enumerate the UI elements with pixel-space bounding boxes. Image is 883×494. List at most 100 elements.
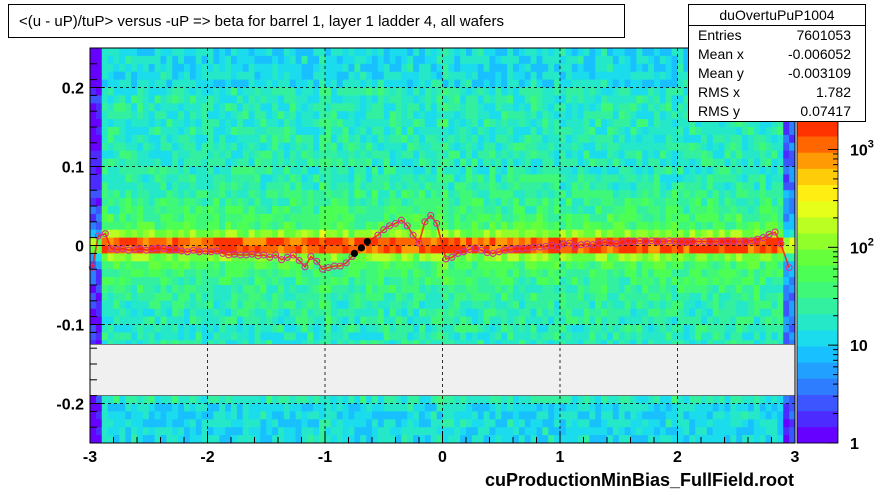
heatmap-cell [219, 316, 226, 325]
heatmap-cell [554, 300, 561, 310]
heatmap-cell [554, 411, 561, 420]
heatmap-cell [377, 332, 385, 341]
heatmap-cell [372, 435, 379, 444]
heatmap-cell [377, 48, 385, 57]
heatmap-cell [101, 292, 109, 302]
heatmap-cell [325, 119, 332, 128]
heatmap-cell [366, 285, 373, 294]
heatmap-cell [113, 253, 120, 262]
heatmap-cell [454, 403, 461, 412]
heatmap-cell [154, 206, 161, 215]
heatmap-cell [325, 95, 332, 104]
heatmap-cell [665, 142, 673, 152]
heatmap-cell [554, 190, 561, 199]
heatmap-cell [101, 134, 109, 144]
heatmap-cell [419, 103, 426, 112]
heatmap-cell [154, 277, 161, 286]
heatmap-cell [213, 134, 220, 144]
heatmap-cell [354, 277, 361, 286]
heatmap-cell [530, 206, 537, 215]
heatmap-cell [254, 150, 261, 159]
heatmap-cell [278, 316, 285, 325]
heatmap-cell [501, 87, 508, 96]
heatmap-cell [601, 395, 608, 404]
heatmap-cell [289, 403, 297, 412]
heatmap-cell [577, 190, 584, 199]
heatmap-cell [624, 300, 631, 310]
heatmap-cell [442, 277, 449, 286]
heatmap-cell [448, 332, 455, 341]
heatmap-cell [407, 190, 414, 199]
heatmap-cell [583, 71, 590, 80]
heatmap-cell [454, 174, 461, 183]
heatmap-cell [659, 261, 667, 270]
heatmap-cell [172, 308, 179, 317]
heatmap-cell [548, 182, 555, 191]
heatmap-cell [166, 198, 173, 207]
heatmap-cell [548, 119, 555, 128]
heatmap-cell [278, 237, 285, 246]
heatmap-cell [242, 308, 250, 317]
heatmap-cell [219, 332, 226, 341]
heatmap-cell [137, 55, 144, 65]
heatmap-cell [513, 48, 520, 57]
heatmap-cell [607, 111, 614, 120]
heatmap-cell [231, 158, 238, 167]
heatmap-cell [513, 269, 520, 278]
heatmap-cell [266, 119, 273, 128]
heatmap-cell [542, 427, 549, 436]
heatmap-cell [195, 190, 203, 199]
heatmap-cell [119, 95, 126, 104]
heatmap-cell [189, 253, 197, 262]
heatmap-cell [648, 419, 655, 428]
heatmap-cell [536, 134, 543, 144]
heatmap-cell [595, 166, 602, 175]
heatmap-cell [95, 79, 103, 88]
heatmap-cell [272, 277, 279, 286]
heatmap-cell [436, 55, 443, 65]
heatmap-cell [601, 127, 608, 136]
heatmap-cell [260, 79, 267, 88]
heatmap-cell [642, 229, 649, 238]
heatmap-cell [313, 285, 320, 294]
heatmap-cell [225, 229, 232, 238]
heatmap-cell [295, 395, 302, 404]
heatmap-cell [589, 395, 596, 404]
heatmap-cell [442, 285, 449, 294]
heatmap-cell [513, 324, 520, 333]
heatmap-cell [442, 190, 449, 199]
heatmap-cell [554, 142, 561, 152]
heatmap-cell [419, 190, 426, 199]
heatmap-cell [636, 435, 643, 444]
heatmap-cell [419, 427, 426, 436]
heatmap-cell [430, 150, 438, 159]
heatmap-cell [407, 419, 414, 428]
heatmap-cell [536, 269, 543, 278]
heatmap-cell [330, 435, 338, 444]
heatmap-cell [460, 253, 467, 262]
heatmap-cell [125, 292, 132, 302]
heatmap-cell [654, 411, 661, 420]
heatmap-cell [495, 435, 502, 444]
heatmap-cell [577, 111, 584, 120]
heatmap-cell [154, 134, 161, 144]
heatmap-cell [607, 395, 614, 404]
heatmap-cell [430, 55, 438, 65]
heatmap-cell [530, 63, 537, 73]
heatmap-cell [413, 150, 420, 159]
heatmap-cell [90, 182, 97, 191]
heatmap-cell [601, 87, 608, 96]
heatmap-cell [654, 300, 661, 310]
heatmap-cell [107, 285, 114, 294]
heatmap-cell [219, 427, 226, 436]
heatmap-cell [354, 206, 361, 215]
heatmap-cell [671, 300, 678, 310]
heatmap-cell [372, 95, 379, 104]
heatmap-cell [325, 198, 332, 207]
heatmap-cell [383, 48, 391, 57]
heatmap-cell [301, 48, 308, 57]
heatmap-cell [560, 245, 567, 254]
heatmap-cell [636, 150, 643, 159]
heatmap-cell [460, 166, 467, 175]
heatmap-cell [630, 292, 637, 302]
